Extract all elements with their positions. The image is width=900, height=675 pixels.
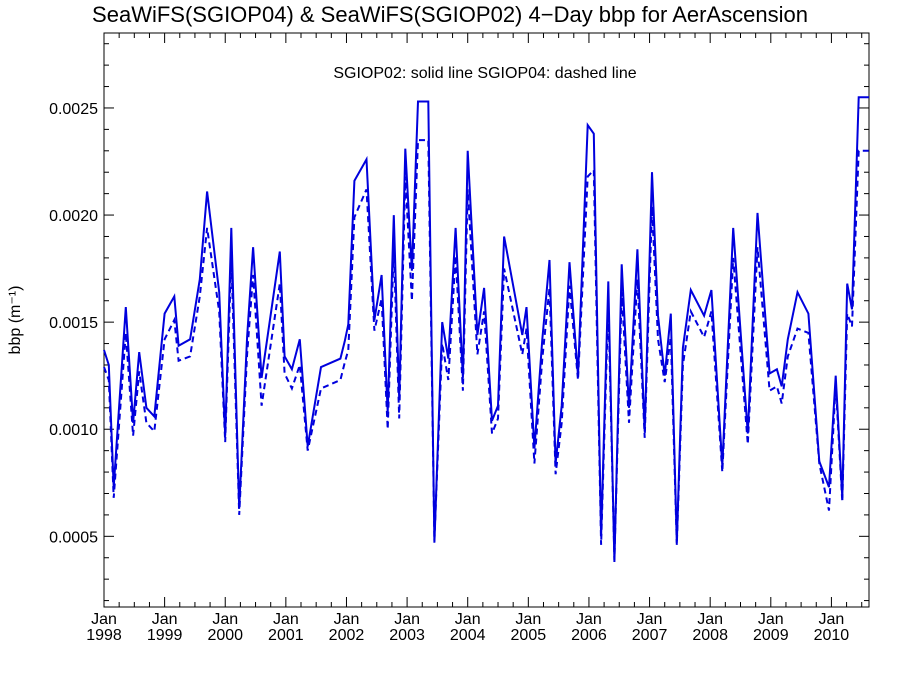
y-tick-label: 0.0005 xyxy=(49,529,98,546)
series-line-dashed xyxy=(103,139,869,560)
x-tick-label-month: Jan xyxy=(576,611,602,628)
x-tick-label-month: Jan xyxy=(91,611,117,628)
y-tick-label: 0.0020 xyxy=(49,208,98,225)
x-tick-label-year: 2007 xyxy=(632,627,668,644)
x-tick-label-month: Jan xyxy=(455,611,481,628)
y-axis-label-text: bbp xyxy=(7,328,24,355)
x-tick-label-year: 2008 xyxy=(692,627,728,644)
x-tick-label-year: 2003 xyxy=(389,627,425,644)
x-tick-label-year: 1998 xyxy=(86,627,122,644)
series-layer xyxy=(103,96,869,563)
x-tick-label-month: Jan xyxy=(394,611,420,628)
y-axis: 0.0005 0.0010 0.0015 0.0020 0.0025 xyxy=(49,43,869,602)
y-tick-label: 0.0025 xyxy=(49,101,98,118)
x-tick-label-month: Jan xyxy=(758,611,784,628)
y-tick-label: 0.0010 xyxy=(49,422,98,439)
x-tick-label-month: Jan xyxy=(273,611,299,628)
x-tick-label-month: Jan xyxy=(515,611,541,628)
x-tick-label-month: Jan xyxy=(334,611,360,628)
x-tick-label-year: 2009 xyxy=(753,627,789,644)
x-tick-label-year: 1999 xyxy=(147,627,183,644)
x-tick-label-month: Jan xyxy=(637,611,663,628)
x-tick-label-year: 2010 xyxy=(814,627,850,644)
x-tick-label-year: 2001 xyxy=(268,627,304,644)
x-tick-label-year: 2005 xyxy=(511,627,547,644)
plot-frame xyxy=(103,32,870,608)
x-tick-label-month: Jan xyxy=(152,611,178,628)
x-axis: Jan1998Jan1999Jan2000Jan2001Jan2002Jan20… xyxy=(86,33,863,644)
x-tick-label-year: 2000 xyxy=(207,627,243,644)
y-tick-label: 0.0015 xyxy=(49,315,98,332)
x-tick-label-year: 2006 xyxy=(571,627,607,644)
y-axis-label-unit: (m⁻¹) xyxy=(7,286,24,324)
legend-annotation: SGIOP02: solid line SGIOP04: dashed line xyxy=(333,65,636,82)
x-tick-label-month: Jan xyxy=(697,611,723,628)
x-tick-label-year: 2004 xyxy=(450,627,486,644)
x-tick-label-year: 2002 xyxy=(329,627,365,644)
x-tick-label-month: Jan xyxy=(819,611,845,628)
chart-title: SeaWiFS(SGIOP04) & SeaWiFS(SGIOP02) 4−Da… xyxy=(92,2,808,27)
y-axis-label: bbp (m⁻¹) xyxy=(7,286,24,355)
x-tick-label-month: Jan xyxy=(212,611,238,628)
